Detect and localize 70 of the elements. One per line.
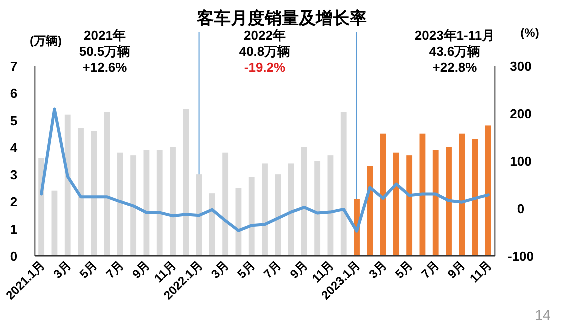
bar (301, 147, 308, 256)
y-tick-label: 6 (10, 86, 18, 102)
bar (340, 112, 347, 256)
x-tick-label: 11月 (467, 258, 495, 286)
bar (183, 109, 190, 256)
bar (117, 152, 124, 256)
bar (406, 156, 413, 256)
x-tick-label: 7月 (103, 258, 127, 282)
y-tick-label: 0 (10, 249, 18, 264)
x-tick-label: 7月 (261, 258, 284, 282)
y-tick-label: 7 (10, 59, 18, 74)
annotation: -19.2% (244, 60, 286, 75)
y-tick-label: 4 (10, 140, 18, 156)
y2-tick-label: 100 (510, 154, 532, 169)
y-tick-label: 2 (10, 194, 18, 210)
x-tick-label: 7月 (418, 258, 442, 282)
y-tick-label: 3 (10, 168, 18, 183)
y-axis-title: (万辆) (30, 34, 62, 48)
x-tick-label: 3月 (366, 258, 390, 282)
x-tick-label: 9月 (130, 258, 153, 282)
text: 2021年 (84, 28, 126, 43)
x-tick-label: 3月 (208, 258, 232, 282)
bar (144, 150, 150, 256)
bar (170, 147, 176, 256)
text: 14 (535, 307, 551, 323)
bar (314, 161, 321, 256)
bar (156, 150, 163, 256)
x-tick-label: 5月 (392, 258, 416, 282)
bar (52, 190, 58, 256)
y-tick-label: 5 (10, 113, 18, 128)
bar (130, 156, 137, 256)
x-tick-label: 9月 (287, 258, 311, 282)
y-tick-label: 1 (10, 222, 18, 237)
text: 2022年 (244, 28, 286, 43)
bar (209, 194, 216, 256)
y2-tick-label: 300 (510, 59, 532, 74)
bar (393, 152, 400, 256)
bar (472, 139, 478, 256)
y2-tick-label: 200 (510, 106, 532, 122)
text: 40.8万辆 (239, 44, 291, 59)
x-tick-label: 9月 (445, 258, 468, 282)
bar (78, 128, 84, 256)
annotation: +22.8% (432, 60, 478, 75)
bar (288, 164, 294, 256)
x-tick-label: 5月 (234, 258, 258, 282)
chart-title: 客车月度销量及增长率 (196, 9, 367, 28)
bar (262, 164, 268, 256)
annotation: +12.6% (82, 60, 128, 75)
bar (222, 152, 229, 256)
bar (275, 174, 282, 256)
y2-tick-label: -100 (508, 249, 534, 264)
x-tick-label: 3月 (50, 258, 74, 282)
text: 50.5万辆 (79, 44, 131, 59)
bar (104, 112, 110, 256)
bar (367, 166, 374, 256)
bar (459, 134, 466, 256)
bar (248, 177, 255, 256)
bar (432, 150, 439, 256)
text: 2023年1-11月 (414, 28, 496, 43)
text: 43.6万辆 (429, 44, 481, 59)
bar (91, 131, 98, 256)
y2-tick-label: 0 (517, 202, 525, 216)
y2-axis-title: (%) (520, 26, 540, 40)
bar (485, 126, 492, 256)
x-tick-label: 5月 (77, 258, 100, 282)
bar (420, 134, 426, 256)
bar (446, 147, 452, 256)
bar (328, 156, 334, 256)
line-series (40, 108, 490, 233)
bar (64, 114, 71, 256)
